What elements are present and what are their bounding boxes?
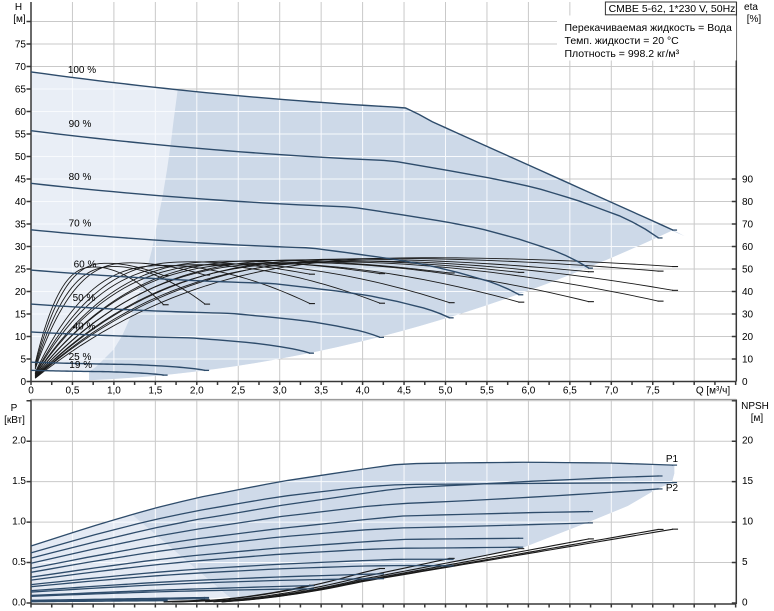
- svg-text:75: 75: [15, 40, 27, 51]
- svg-text:25: 25: [15, 265, 27, 276]
- svg-text:[м]: [м]: [13, 14, 26, 25]
- svg-text:3,5: 3,5: [314, 386, 328, 397]
- svg-text:60: 60: [742, 242, 754, 253]
- svg-text:5,5: 5,5: [480, 386, 494, 397]
- svg-text:H: H: [15, 2, 22, 13]
- svg-text:4,0: 4,0: [356, 386, 370, 397]
- svg-text:[%]: [%]: [747, 14, 762, 25]
- svg-text:2,0: 2,0: [190, 386, 204, 397]
- svg-text:20: 20: [15, 287, 27, 298]
- svg-text:3,0: 3,0: [273, 386, 287, 397]
- svg-text:45: 45: [15, 175, 27, 186]
- svg-text:60: 60: [15, 107, 27, 118]
- svg-text:P1: P1: [666, 454, 679, 465]
- svg-text:5,0: 5,0: [439, 386, 453, 397]
- svg-text:2,5: 2,5: [231, 386, 245, 397]
- svg-text:7,5: 7,5: [646, 386, 660, 397]
- svg-text:50 %: 50 %: [73, 293, 96, 304]
- svg-text:P: P: [11, 403, 18, 414]
- svg-text:80 %: 80 %: [69, 172, 92, 183]
- svg-text:90 %: 90 %: [69, 119, 92, 130]
- svg-text:15: 15: [15, 310, 27, 321]
- svg-text:[м]: [м]: [751, 413, 764, 424]
- svg-text:0: 0: [742, 598, 748, 609]
- svg-text:15: 15: [742, 476, 754, 487]
- svg-text:50: 50: [742, 265, 754, 276]
- svg-text:6,0: 6,0: [521, 386, 535, 397]
- svg-text:0: 0: [20, 377, 26, 388]
- svg-text:4,5: 4,5: [397, 386, 411, 397]
- svg-text:10: 10: [742, 517, 754, 528]
- svg-text:19 %: 19 %: [69, 360, 92, 371]
- svg-text:eta: eta: [744, 2, 758, 13]
- svg-text:100 %: 100 %: [68, 65, 96, 76]
- svg-text:40: 40: [742, 287, 754, 298]
- svg-text:0: 0: [742, 377, 748, 388]
- svg-text:Темп. жидкости = 20 °C: Темп. жидкости = 20 °C: [565, 35, 680, 47]
- svg-text:0,5: 0,5: [65, 386, 79, 397]
- svg-text:40: 40: [15, 197, 27, 208]
- svg-text:40 %: 40 %: [73, 322, 96, 333]
- svg-text:70: 70: [742, 220, 754, 231]
- svg-text:7,0: 7,0: [604, 386, 618, 397]
- svg-text:1,0: 1,0: [107, 386, 121, 397]
- svg-text:Перекачиваемая жидкость = Вода: Перекачиваемая жидкость = Вода: [565, 22, 732, 34]
- svg-text:10: 10: [15, 332, 27, 343]
- svg-text:35: 35: [15, 220, 27, 231]
- svg-text:[кВт]: [кВт]: [4, 415, 25, 426]
- svg-text:30: 30: [15, 242, 27, 253]
- svg-text:90: 90: [742, 175, 754, 186]
- svg-text:60 %: 60 %: [74, 260, 97, 271]
- svg-text:0.5: 0.5: [12, 557, 26, 568]
- svg-text:65: 65: [15, 85, 27, 96]
- svg-text:70 %: 70 %: [69, 219, 92, 230]
- svg-text:80: 80: [742, 197, 754, 208]
- svg-text:25 %: 25 %: [69, 352, 92, 363]
- svg-text:1,5: 1,5: [148, 386, 162, 397]
- svg-text:20: 20: [742, 436, 754, 447]
- svg-text:Q [м³/ч]: Q [м³/ч]: [696, 386, 731, 397]
- svg-text:P2: P2: [666, 483, 679, 494]
- svg-text:0.0: 0.0: [12, 598, 26, 609]
- svg-text:1.0: 1.0: [12, 517, 26, 528]
- svg-text:30: 30: [742, 310, 754, 321]
- svg-text:0: 0: [28, 386, 34, 397]
- svg-text:1.5: 1.5: [12, 476, 26, 487]
- svg-text:CMBE 5-62, 1*230 V, 50Hz: CMBE 5-62, 1*230 V, 50Hz: [609, 3, 736, 15]
- svg-text:6,5: 6,5: [563, 386, 577, 397]
- svg-text:50: 50: [15, 152, 27, 163]
- svg-text:20: 20: [742, 332, 754, 343]
- svg-text:55: 55: [15, 130, 27, 141]
- svg-text:NPSH: NPSH: [741, 401, 769, 412]
- svg-text:70: 70: [15, 62, 27, 73]
- svg-text:Плотность = 998.2 кг/м³: Плотность = 998.2 кг/м³: [565, 48, 680, 60]
- svg-text:2.0: 2.0: [12, 436, 26, 447]
- svg-text:5: 5: [742, 557, 748, 568]
- svg-text:5: 5: [20, 355, 26, 366]
- svg-text:10: 10: [742, 355, 754, 366]
